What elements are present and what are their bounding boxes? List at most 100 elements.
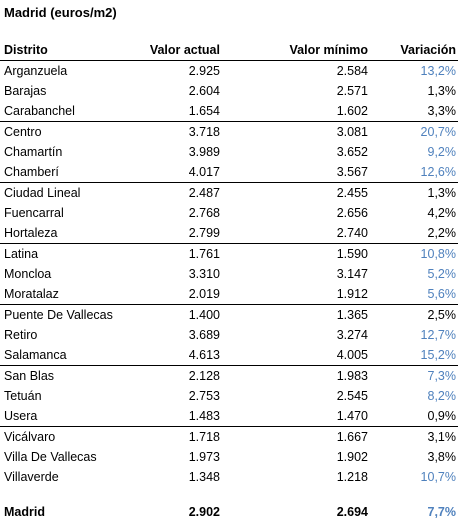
cell-distrito: Latina <box>4 247 39 261</box>
table-row: Salamanca 4.613 4.005 15,2% <box>0 345 458 365</box>
cell-distrito: Hortaleza <box>4 226 58 240</box>
cell-valor-actual: 3.989 <box>188 145 220 159</box>
cell-valor-minimo: 2.656 <box>336 206 368 220</box>
cell-valor-minimo: 1.902 <box>336 450 368 464</box>
cell-distrito: Centro <box>4 125 42 139</box>
cell-variacion: 20,7% <box>420 125 456 139</box>
cell-distrito: Puente De Vallecas <box>4 308 113 322</box>
table-row: Usera 1.483 1.470 0,9% <box>0 406 458 426</box>
table-row: Villa De Vallecas 1.973 1.902 3,8% <box>0 447 458 467</box>
cell-valor-minimo: 2.571 <box>336 84 368 98</box>
header-distrito: Distrito <box>4 43 48 57</box>
table-row: Villaverde 1.348 1.218 10,7% <box>0 467 458 487</box>
header-valor-actual: Valor actual <box>149 43 220 57</box>
table-row: Chamberí 4.017 3.567 12,6% <box>0 162 458 182</box>
cell-valor-actual: 1.400 <box>188 308 220 322</box>
cell-valor-actual: 3.310 <box>188 267 220 281</box>
cell-distrito: Moncloa <box>4 267 52 281</box>
cell-valor-minimo: 2.455 <box>336 186 368 200</box>
cell-variacion: 13,2% <box>420 64 456 78</box>
cell-variacion: 10,8% <box>420 247 456 261</box>
cell-distrito: Barajas <box>4 84 47 98</box>
cell-valor-minimo: 3.274 <box>336 328 368 342</box>
cell-valor-actual: 2.604 <box>188 84 220 98</box>
cell-valor-actual: 2.487 <box>188 186 220 200</box>
table-row: Tetuán 2.753 2.545 8,2% <box>0 386 458 406</box>
cell-variacion: 5,6% <box>427 287 457 301</box>
table-row: Hortaleza 2.799 2.740 2,2% <box>0 223 458 243</box>
cell-distrito: Salamanca <box>4 348 67 362</box>
cell-variacion: 0,9% <box>427 409 457 423</box>
cell-variacion: 15,2% <box>420 348 456 362</box>
price-table: Distrito Valor actual Valor mínimo Varia… <box>0 40 458 487</box>
page-title: Madrid (euros/m2) <box>4 5 117 20</box>
header-variacion: Variación <box>400 43 456 57</box>
cell-variacion: 10,7% <box>420 470 456 484</box>
table-row: Puente De Vallecas 1.400 1.365 2,5% <box>0 304 458 325</box>
cell-valor-actual: 1.483 <box>188 409 220 423</box>
cell-valor-minimo: 3.652 <box>336 145 368 159</box>
header-valor-minimo: Valor mínimo <box>289 43 369 57</box>
table-row: Latina 1.761 1.590 10,8% <box>0 243 458 264</box>
cell-valor-minimo: 1.365 <box>336 308 368 322</box>
cell-valor-actual: 4.613 <box>188 348 220 362</box>
table-row: Fuencarral 2.768 2.656 4,2% <box>0 203 458 223</box>
cell-valor-minimo: 2.584 <box>336 64 368 78</box>
cell-valor-minimo: 4.005 <box>336 348 368 362</box>
cell-distrito: Arganzuela <box>4 64 68 78</box>
cell-valor-actual: 2.753 <box>188 389 220 403</box>
cell-valor-actual: 3.718 <box>188 125 220 139</box>
total-name: Madrid <box>4 505 45 519</box>
cell-distrito: Fuencarral <box>4 206 64 220</box>
cell-valor-minimo: 3.567 <box>336 165 368 179</box>
cell-variacion: 3,3% <box>427 104 457 118</box>
cell-distrito: Moratalaz <box>4 287 59 301</box>
cell-valor-actual: 1.718 <box>188 430 220 444</box>
cell-valor-minimo: 2.740 <box>336 226 368 240</box>
table-row: Ciudad Lineal 2.487 2.455 1,3% <box>0 182 458 203</box>
cell-valor-minimo: 1.983 <box>336 369 368 383</box>
cell-valor-minimo: 1.602 <box>336 104 368 118</box>
cell-valor-minimo: 1.218 <box>336 470 368 484</box>
total-minimo: 2.694 <box>336 505 368 519</box>
cell-valor-actual: 4.017 <box>188 165 220 179</box>
cell-variacion: 2,2% <box>427 226 457 240</box>
cell-valor-minimo: 1.590 <box>336 247 368 261</box>
cell-valor-minimo: 3.081 <box>336 125 368 139</box>
table-row: Chamartín 3.989 3.652 9,2% <box>0 142 458 162</box>
cell-variacion: 1,3% <box>427 186 457 200</box>
cell-valor-actual: 1.348 <box>188 470 220 484</box>
cell-valor-actual: 3.689 <box>188 328 220 342</box>
cell-variacion: 12,6% <box>420 165 456 179</box>
cell-variacion: 1,3% <box>427 84 457 98</box>
table-row: Vicálvaro 1.718 1.667 3,1% <box>0 426 458 447</box>
table-row: Centro 3.718 3.081 20,7% <box>0 121 458 142</box>
cell-distrito: Villaverde <box>4 470 59 484</box>
cell-valor-actual: 1.761 <box>188 247 220 261</box>
cell-valor-minimo: 1.667 <box>336 430 368 444</box>
cell-valor-actual: 2.925 <box>188 64 220 78</box>
cell-valor-actual: 2.019 <box>188 287 220 301</box>
cell-distrito: Tetuán <box>4 389 42 403</box>
cell-distrito: Retiro <box>4 328 38 342</box>
cell-valor-actual: 1.654 <box>188 104 220 118</box>
cell-valor-actual: 2.128 <box>188 369 220 383</box>
cell-valor-minimo: 3.147 <box>336 267 368 281</box>
cell-variacion: 5,2% <box>427 267 457 281</box>
total-row: Madrid 2.902 2.694 7,7% <box>0 502 458 522</box>
table-row: Moncloa 3.310 3.147 5,2% <box>0 264 458 284</box>
cell-distrito: Vicálvaro <box>4 430 56 444</box>
cell-distrito: Usera <box>4 409 38 423</box>
cell-distrito: Chamartín <box>4 145 63 159</box>
cell-distrito: Ciudad Lineal <box>4 186 81 200</box>
cell-valor-actual: 2.799 <box>188 226 220 240</box>
table-row: Retiro 3.689 3.274 12,7% <box>0 325 458 345</box>
cell-variacion: 12,7% <box>420 328 456 342</box>
cell-distrito: San Blas <box>4 369 55 383</box>
cell-valor-actual: 1.973 <box>188 450 220 464</box>
cell-distrito: Chamberí <box>4 165 59 179</box>
table-header: Distrito Valor actual Valor mínimo Varia… <box>0 40 458 61</box>
cell-valor-minimo: 2.545 <box>336 389 368 403</box>
cell-valor-minimo: 1.470 <box>336 409 368 423</box>
cell-variacion: 7,3% <box>427 369 457 383</box>
